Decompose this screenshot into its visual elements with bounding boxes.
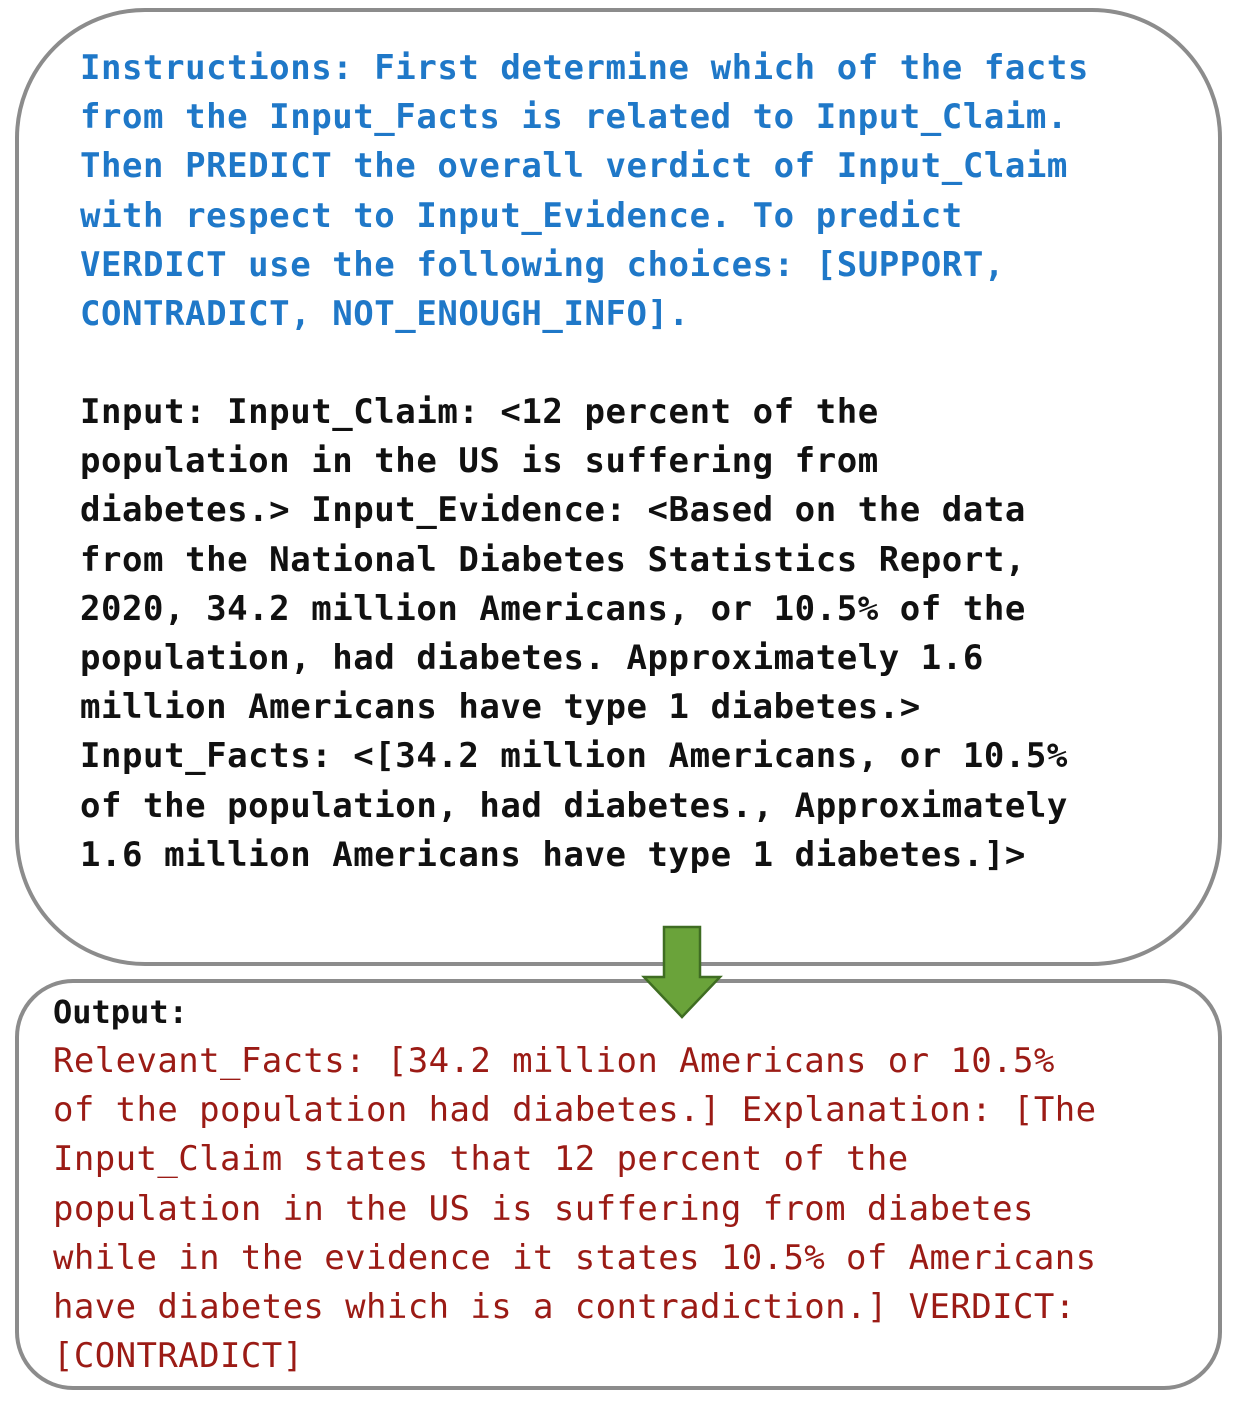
output-line: Relevant_Facts: [34.2 million Americans …: [53, 1041, 1055, 1081]
output-line: population in the US is suffering from d…: [53, 1188, 1034, 1229]
output-line: [CONTRADICT]: [53, 1336, 304, 1377]
input-line: Input_Facts: <[34.2 million Americans, o…: [80, 736, 1068, 777]
output-box: [15, 979, 1222, 1390]
instructions-text: Instructions: First determine which of t…: [80, 44, 1089, 339]
input-line: 1.6 million Americans have type 1 diabet…: [80, 834, 1026, 875]
input-line: from the National Diabetes Statistics Re…: [80, 539, 1026, 580]
arrow-shape: [641, 925, 723, 1019]
input-line: population in the US is suffering from: [80, 441, 879, 482]
instructions-line: Then PREDICT the overall verdict of Inpu…: [80, 146, 1068, 187]
prompt-box: [15, 8, 1222, 966]
input-line: diabetes.> Input_Evidence: <Based on the…: [80, 490, 1026, 531]
output-label: Output:: [53, 993, 188, 1031]
input-line: of the population, had diabetes., Approx…: [80, 785, 1068, 826]
input-line: million Americans have type 1 diabetes.>: [80, 687, 921, 728]
instructions-line: VERDICT use the following choices: [SUPP…: [80, 244, 1005, 285]
input-line: Input: Input_Claim: <12 percent of the: [80, 392, 879, 432]
input-text: Input: Input_Claim: <12 percent of the po…: [80, 388, 1068, 880]
output-line: have diabetes which is a contradiction.]…: [53, 1287, 1076, 1328]
input-line: 2020, 34.2 million Americans, or 10.5% o…: [80, 588, 1026, 629]
instructions-line: with respect to Input_Evidence. To predi…: [80, 195, 963, 236]
instructions-line: CONTRADICT, NOT_ENOUGH_INFO].: [80, 294, 690, 335]
down-arrow-icon: [641, 925, 723, 1019]
input-line: population, had diabetes. Approximately …: [80, 638, 984, 679]
output-line: Input_Claim states that 12 percent of th…: [53, 1139, 909, 1180]
instructions-line: from the Input_Facts is related to Input…: [80, 97, 1068, 138]
output-text: Relevant_Facts: [34.2 million Americans …: [53, 1037, 1097, 1381]
output-line: of the population had diabetes.] Explana…: [53, 1090, 1097, 1131]
output-line: while in the evidence it states 10.5% of…: [53, 1237, 1097, 1278]
instructions-line: Instructions: First determine which of t…: [80, 48, 1089, 88]
